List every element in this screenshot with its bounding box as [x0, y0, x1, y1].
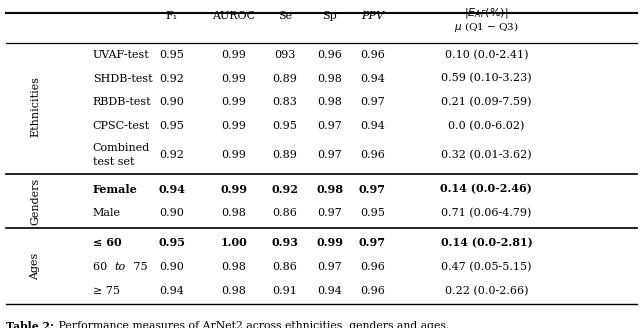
Text: 0.96: 0.96 [360, 286, 385, 296]
Text: 0.83: 0.83 [273, 97, 297, 108]
Text: 0.14 (0.0-2.81): 0.14 (0.0-2.81) [440, 237, 532, 248]
Text: Genders: Genders [30, 177, 40, 225]
Text: 0.94: 0.94 [159, 286, 184, 296]
Text: 0.97: 0.97 [317, 262, 342, 272]
Text: 0.99: 0.99 [316, 237, 343, 248]
Text: 0.98: 0.98 [316, 184, 343, 195]
Text: $|E_{AF}(\%)|$: $|E_{AF}(\%)|$ [464, 6, 509, 20]
Text: 0.99: 0.99 [221, 150, 246, 160]
Text: 0.96: 0.96 [360, 262, 385, 272]
Text: 0.10 (0.0-2.41): 0.10 (0.0-2.41) [445, 50, 528, 60]
Text: 0.98: 0.98 [221, 208, 246, 218]
Text: 0.22 (0.0-2.66): 0.22 (0.0-2.66) [445, 286, 528, 296]
Text: 0.86: 0.86 [273, 208, 297, 218]
Text: 0.92: 0.92 [159, 150, 184, 160]
Text: 0.96: 0.96 [360, 150, 385, 160]
Text: to: to [114, 262, 125, 272]
Text: 0.95: 0.95 [158, 237, 185, 248]
Text: 093: 093 [274, 50, 296, 60]
Text: 0.97: 0.97 [317, 121, 342, 132]
Text: 0.94: 0.94 [360, 121, 385, 132]
Text: 0.94: 0.94 [317, 286, 342, 296]
Text: 0.96: 0.96 [317, 50, 342, 60]
Text: 0.94: 0.94 [360, 73, 385, 84]
Text: 0.21 (0.09-7.59): 0.21 (0.09-7.59) [441, 97, 532, 108]
Text: 0.98: 0.98 [221, 286, 246, 296]
Text: Performance measures of ArNet2 across ethnicities, genders and ages.: Performance measures of ArNet2 across et… [55, 321, 449, 328]
Text: ≥ 75: ≥ 75 [93, 286, 120, 296]
Text: 0.47 (0.05-5.15): 0.47 (0.05-5.15) [441, 262, 532, 272]
Text: 0.89: 0.89 [273, 150, 297, 160]
Text: 0.95: 0.95 [159, 50, 184, 60]
Text: 0.93: 0.93 [271, 237, 298, 248]
Text: Ages: Ages [30, 253, 40, 280]
Text: 0.97: 0.97 [317, 208, 342, 218]
Text: 0.91: 0.91 [273, 286, 297, 296]
Text: test set: test set [93, 157, 134, 167]
Text: RBDB-test: RBDB-test [93, 97, 152, 108]
Text: 0.94: 0.94 [158, 184, 185, 195]
Text: 0.97: 0.97 [359, 237, 386, 248]
Text: 0.98: 0.98 [317, 73, 342, 84]
Text: Table 2:: Table 2: [6, 321, 54, 328]
Text: Female: Female [93, 184, 138, 195]
Text: 0.99: 0.99 [221, 50, 246, 60]
Text: 0.32 (0.01-3.62): 0.32 (0.01-3.62) [441, 150, 532, 160]
Text: 0.0 (0.0-6.02): 0.0 (0.0-6.02) [448, 121, 525, 132]
Text: $\mu$ (Q1 $-$ Q3): $\mu$ (Q1 $-$ Q3) [454, 20, 519, 34]
Text: 1.00: 1.00 [220, 237, 247, 248]
Text: 75: 75 [130, 262, 148, 272]
Text: Combined: Combined [93, 143, 150, 153]
Text: Sp: Sp [322, 11, 337, 21]
Text: ≤ 60: ≤ 60 [93, 237, 122, 248]
Text: UVAF-test: UVAF-test [93, 50, 150, 60]
Text: Ethnicities: Ethnicities [30, 76, 40, 137]
Text: Male: Male [93, 208, 121, 218]
Text: 0.14 (0.0-2.46): 0.14 (0.0-2.46) [440, 184, 532, 195]
Text: 0.99: 0.99 [221, 121, 246, 132]
Text: 0.90: 0.90 [159, 97, 184, 108]
Text: 0.89: 0.89 [273, 73, 297, 84]
Text: 0.97: 0.97 [317, 150, 342, 160]
Text: 0.95: 0.95 [273, 121, 297, 132]
Text: 0.92: 0.92 [159, 73, 184, 84]
Text: F₁: F₁ [166, 11, 177, 21]
Text: 0.86: 0.86 [273, 262, 297, 272]
Text: 0.99: 0.99 [221, 73, 246, 84]
Text: 0.90: 0.90 [159, 262, 184, 272]
Text: PPV: PPV [361, 11, 384, 21]
Text: 0.92: 0.92 [271, 184, 298, 195]
Text: 60: 60 [93, 262, 111, 272]
Text: 0.98: 0.98 [221, 262, 246, 272]
Text: 0.90: 0.90 [159, 208, 184, 218]
Text: SHDB-test: SHDB-test [93, 73, 152, 84]
Text: 0.96: 0.96 [360, 50, 385, 60]
Text: 0.99: 0.99 [220, 184, 247, 195]
Text: CPSC-test: CPSC-test [93, 121, 150, 132]
Text: 0.59 (0.10-3.23): 0.59 (0.10-3.23) [441, 73, 532, 84]
Text: 0.98: 0.98 [317, 97, 342, 108]
Text: 0.95: 0.95 [159, 121, 184, 132]
Text: AUROC: AUROC [212, 11, 255, 21]
Text: 0.97: 0.97 [359, 184, 386, 195]
Text: Se: Se [278, 11, 292, 21]
Text: 0.71 (0.06-4.79): 0.71 (0.06-4.79) [441, 208, 532, 218]
Text: 0.99: 0.99 [221, 97, 246, 108]
Text: 0.95: 0.95 [360, 208, 385, 218]
Text: 0.97: 0.97 [360, 97, 385, 108]
